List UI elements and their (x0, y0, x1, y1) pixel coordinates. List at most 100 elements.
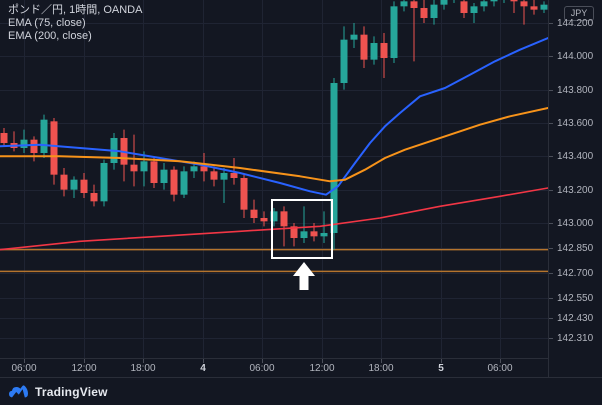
candle (410, 0, 418, 62)
candle (360, 26, 368, 68)
up-arrow-annotation (293, 262, 315, 290)
candle (40, 114, 48, 158)
highlight-box (271, 199, 333, 259)
time-tick (143, 359, 144, 363)
price-tick (549, 223, 553, 224)
price-axis[interactable]: JPY 144.200 144.000 143.800 143.600 143.400 1… (548, 0, 602, 377)
price-tick (549, 273, 553, 274)
candle (160, 163, 168, 190)
price-label: 142.550 (557, 293, 594, 304)
candle (503, 0, 505, 3)
chart-plot-area[interactable]: ポンド／円, 1時間, OANDA EMA (75, close) EMA (2… (0, 0, 548, 358)
candle (440, 0, 448, 10)
price-label: 143.800 (557, 85, 594, 96)
price-label: 144.000 (557, 51, 594, 62)
price-tick (549, 298, 553, 299)
time-tick (441, 359, 442, 363)
candle (10, 131, 18, 152)
candle (270, 208, 278, 227)
time-tick (381, 359, 382, 363)
candle (490, 0, 498, 7)
candle (510, 0, 518, 13)
price-tick (549, 190, 553, 191)
price-tick (549, 318, 553, 319)
tradingview-logo[interactable]: TradingView (8, 384, 108, 399)
price-tick (549, 248, 553, 249)
time-tick (500, 359, 501, 363)
time-tick (322, 359, 323, 363)
candle (90, 184, 98, 207)
symbol-legend[interactable]: ポンド／円, 1時間, OANDA (8, 4, 143, 16)
candle (430, 0, 438, 25)
candle (140, 151, 148, 187)
tradingview-logo-text: TradingView (35, 384, 108, 399)
ema-blue-line (0, 37, 548, 196)
candle (260, 211, 268, 227)
price-label: 143.000 (557, 218, 594, 229)
candle (220, 168, 228, 203)
candle (280, 206, 288, 247)
time-tick (24, 359, 25, 363)
price-label: 142.850 (557, 243, 594, 254)
time-axis[interactable]: 06:00 12:00 18:00 4 06:00 12:00 18:00 5 06:00 (0, 358, 548, 378)
time-label: 12:00 (71, 363, 97, 374)
candle (290, 223, 298, 247)
horizontal-price-lines (0, 248, 548, 273)
price-tick (549, 23, 553, 24)
candle (250, 199, 258, 223)
candle (420, 0, 428, 23)
candle (520, 0, 528, 25)
candle (80, 173, 88, 198)
price-label: 143.400 (557, 151, 594, 162)
candle (320, 211, 328, 243)
candle (210, 166, 218, 187)
ema200-legend[interactable]: EMA (200, close) (8, 30, 92, 42)
candle (453, 0, 455, 3)
footer: TradingView (0, 378, 602, 405)
candle (60, 168, 68, 197)
time-label: 18:00 (368, 363, 394, 374)
candle (130, 134, 138, 187)
candle (540, 1, 548, 13)
candle (0, 128, 8, 147)
time-label: 18:00 (130, 363, 156, 374)
time-label: 12:00 (309, 363, 335, 374)
price-label: 143.200 (557, 185, 594, 196)
candle (150, 156, 158, 188)
candle (380, 33, 388, 78)
price-label: 143.600 (557, 118, 594, 129)
candle (100, 159, 108, 207)
candle (530, 0, 538, 15)
candle (390, 1, 398, 63)
price-tick (549, 156, 553, 157)
candle (400, 0, 408, 12)
ema-red-line (0, 187, 548, 251)
candle (70, 176, 78, 198)
time-label: 06:00 (487, 363, 513, 374)
ema75-legend[interactable]: EMA (75, close) (8, 17, 86, 29)
frame-bottom-border (0, 377, 602, 378)
price-chart[interactable] (0, 0, 548, 358)
price-tick (549, 90, 553, 91)
candle (330, 78, 338, 250)
price-label: 142.310 (557, 333, 594, 344)
candle (180, 166, 188, 198)
price-tick (549, 338, 553, 339)
candle (120, 129, 128, 182)
ema-orange-line (0, 107, 548, 183)
candle (170, 166, 178, 202)
candle (50, 118, 58, 185)
candle (470, 3, 478, 23)
grid (0, 0, 548, 358)
time-label: 06:00 (249, 363, 275, 374)
price-tick (549, 56, 553, 57)
price-tick (549, 123, 553, 124)
candle (240, 174, 248, 218)
time-tick (203, 359, 204, 363)
price-label: 142.700 (557, 268, 594, 279)
tradingview-logo-icon (9, 385, 28, 398)
candle (30, 136, 38, 162)
currency-badge: JPY (564, 6, 594, 21)
candle (350, 23, 358, 48)
